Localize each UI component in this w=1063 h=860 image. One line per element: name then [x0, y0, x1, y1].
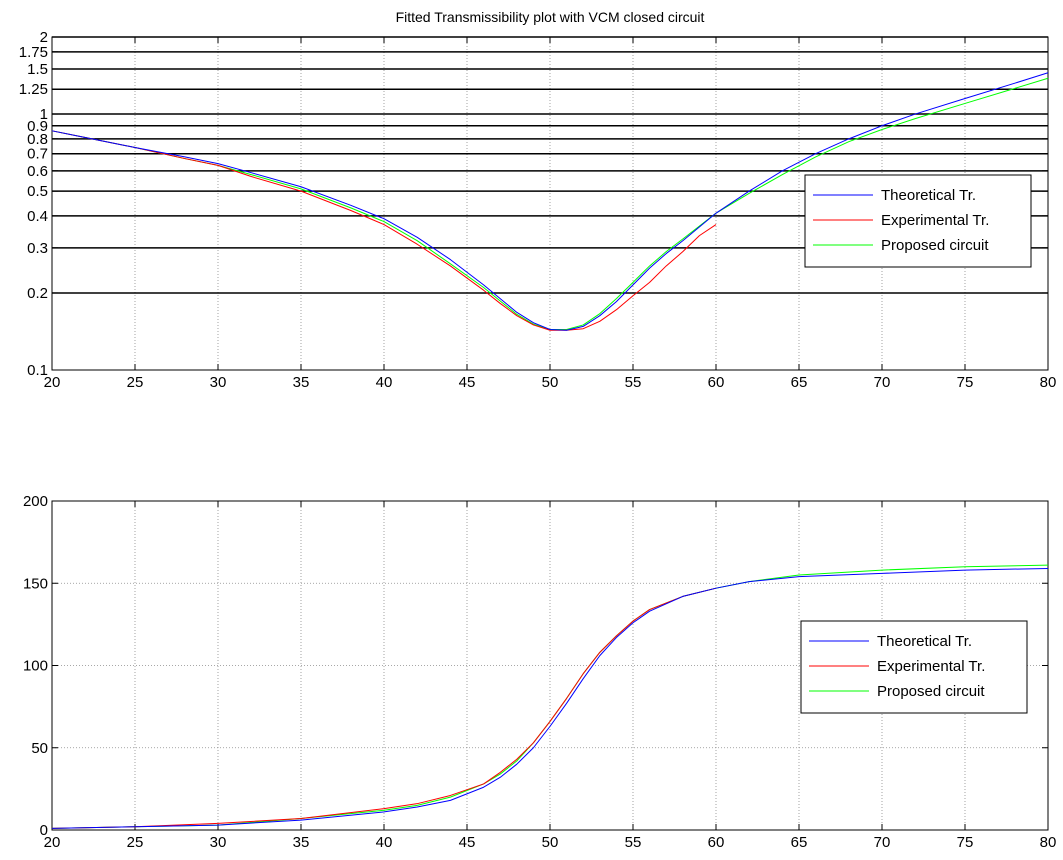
legend-label: Proposed circuit: [881, 237, 989, 254]
x-tick-label: 55: [625, 834, 642, 851]
legend-label: Theoretical Tr.: [881, 187, 976, 204]
x-tick-label: 40: [376, 374, 393, 391]
y-tick-label: 1.25: [19, 81, 48, 98]
bottom-plot: 20 25 30 35 40 45 50 55 60 65 70 75 80050100150200Th…: [23, 493, 1056, 851]
y-tick-label: 50: [31, 740, 48, 757]
y-tick-label: 0.5: [27, 183, 48, 200]
y-tick-label: 1: [40, 106, 48, 123]
y-tick-label: 0.4: [27, 208, 48, 225]
y-tick-label: 0: [40, 822, 48, 839]
chart-title: Fitted Transmissibility plot with VCM cl…: [396, 9, 705, 25]
y-tick-label: 0.1: [27, 362, 48, 379]
legend-label: Theoretical Tr.: [877, 633, 972, 650]
x-tick-label: 35: [293, 374, 310, 391]
x-tick-label: 50: [542, 834, 559, 851]
legend-label: Experimental Tr.: [881, 212, 989, 229]
x-tick-label: 55: [625, 374, 642, 391]
y-tick-label: 150: [23, 575, 48, 592]
y-tick-label: 1.75: [19, 44, 48, 61]
y-tick-label: 0.2: [27, 285, 48, 302]
legend: Theoretical Tr. Experimental Tr. Proposed …: [801, 621, 1027, 713]
x-tick-label: 45: [459, 834, 476, 851]
x-tick-label: 80: [1040, 834, 1057, 851]
x-tick-label: 65: [791, 374, 808, 391]
x-tick-label: 70: [874, 834, 891, 851]
x-tick-label: 60: [708, 834, 725, 851]
legend-label: Experimental Tr.: [877, 658, 985, 675]
x-tick-label: 35: [293, 834, 310, 851]
x-tick-label: 75: [957, 834, 974, 851]
legend: Theoretical Tr. Experimental Tr. Proposed …: [805, 175, 1031, 267]
y-tick-label: 1.5: [27, 61, 48, 78]
x-tick-label: 40: [376, 834, 393, 851]
y-tick-label: 0.6: [27, 163, 48, 180]
y-tick-label: 2: [40, 29, 48, 46]
y-tick-label: 0.7: [27, 146, 48, 163]
x-tick-label: 25: [127, 374, 144, 391]
y-tick-label: 100: [23, 658, 48, 675]
x-tick-label: 30: [210, 834, 227, 851]
x-tick-label: 30: [210, 374, 227, 391]
x-tick-label: 45: [459, 374, 476, 391]
x-tick-label: 75: [957, 374, 974, 391]
legend-label: Proposed circuit: [877, 683, 985, 700]
y-tick-label: 0.3: [27, 240, 48, 257]
x-tick-label: 25: [127, 834, 144, 851]
x-tick-label: 80: [1040, 374, 1057, 391]
x-tick-label: 50: [542, 374, 559, 391]
x-tick-label: 70: [874, 374, 891, 391]
x-tick-label: 60: [708, 374, 725, 391]
x-tick-label: 65: [791, 834, 808, 851]
top-plot: 20 25 30 35 40 45 50 55 60 65 70 75 800.10.20.30.40.…: [19, 9, 1057, 391]
y-tick-label: 200: [23, 493, 48, 510]
